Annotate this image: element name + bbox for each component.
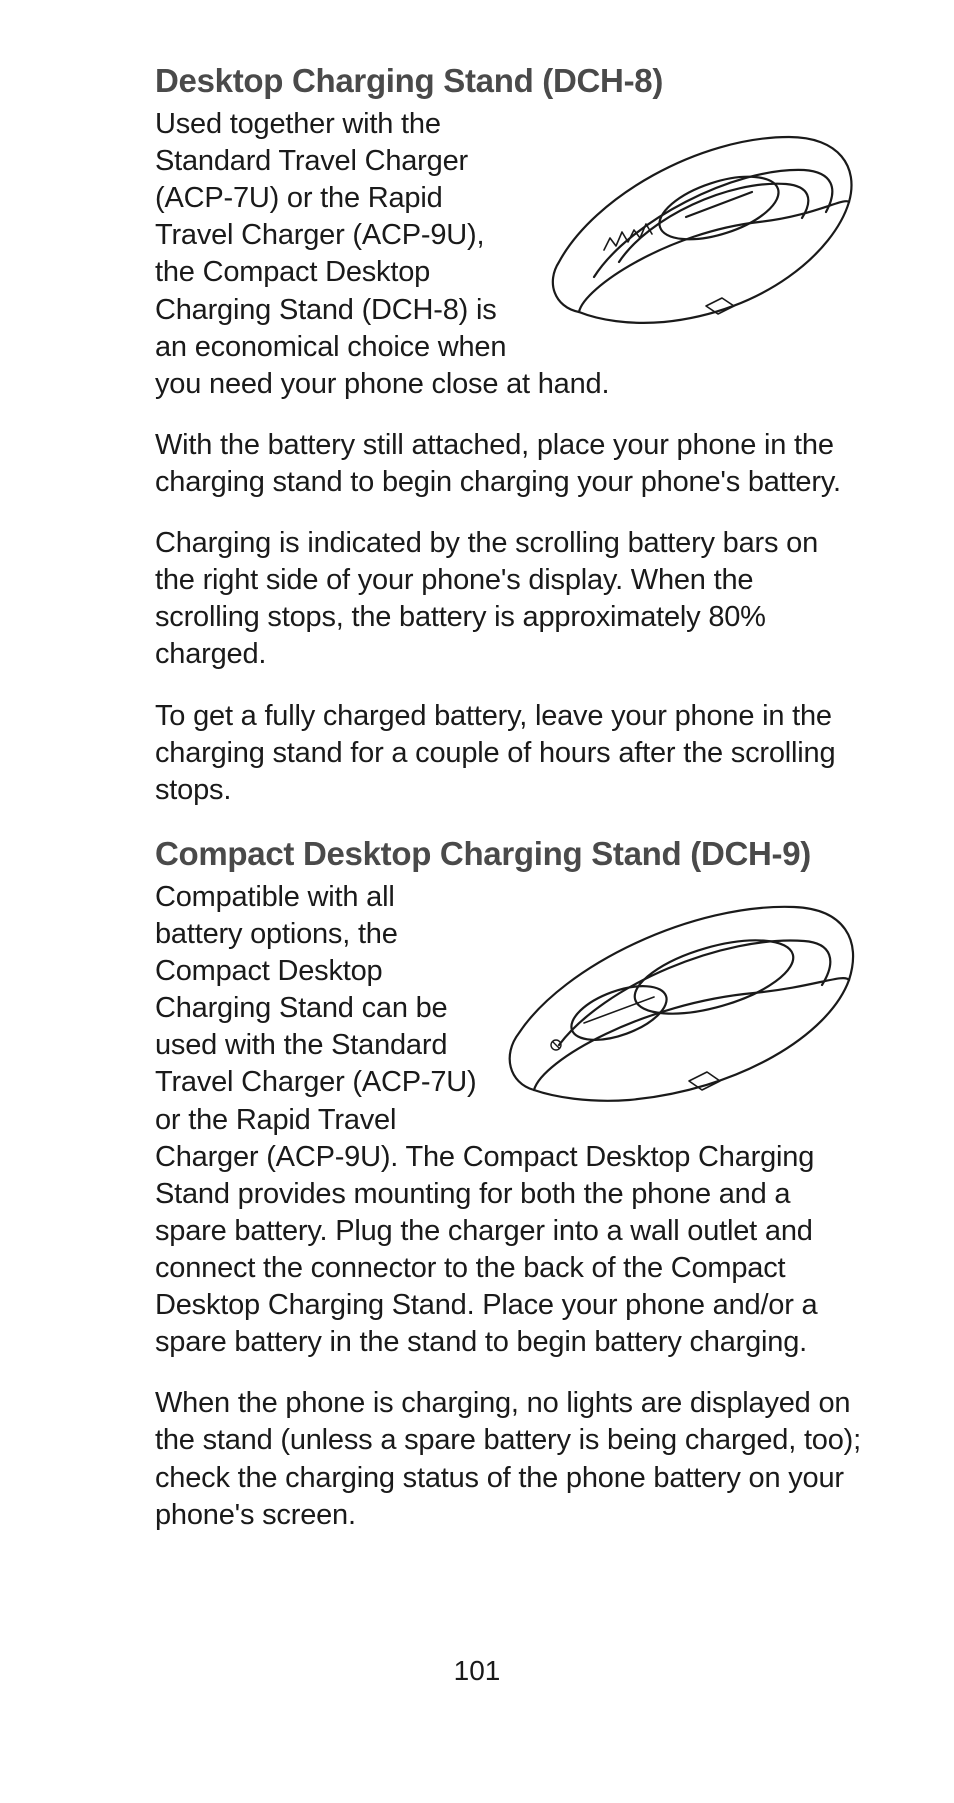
dch8-illustration <box>534 112 864 337</box>
paragraph-dch8-1: With the battery still attached, place y… <box>155 427 864 501</box>
dch9-illustration <box>494 885 864 1115</box>
section-heading-dch9: Compact Desktop Charging Stand (DCH-9) <box>155 835 864 873</box>
intro-block-dch8: Used together with the Standard Travel C… <box>155 106 864 403</box>
paragraph-dch8-3: To get a fully charged battery, leave yo… <box>155 698 864 809</box>
intro-block-dch9: Compatible with all battery options, the… <box>155 879 864 1361</box>
section-heading-dch8: Desktop Charging Stand (DCH-8) <box>155 62 864 100</box>
paragraph-dch9-1: When the phone is charging, no lights ar… <box>155 1385 864 1533</box>
paragraph-dch8-2: Charging is indicated by the scrolling b… <box>155 525 864 673</box>
page-content: Desktop Charging Stand (DCH-8) Used to <box>0 0 954 1534</box>
page-number: 101 <box>0 1655 954 1687</box>
